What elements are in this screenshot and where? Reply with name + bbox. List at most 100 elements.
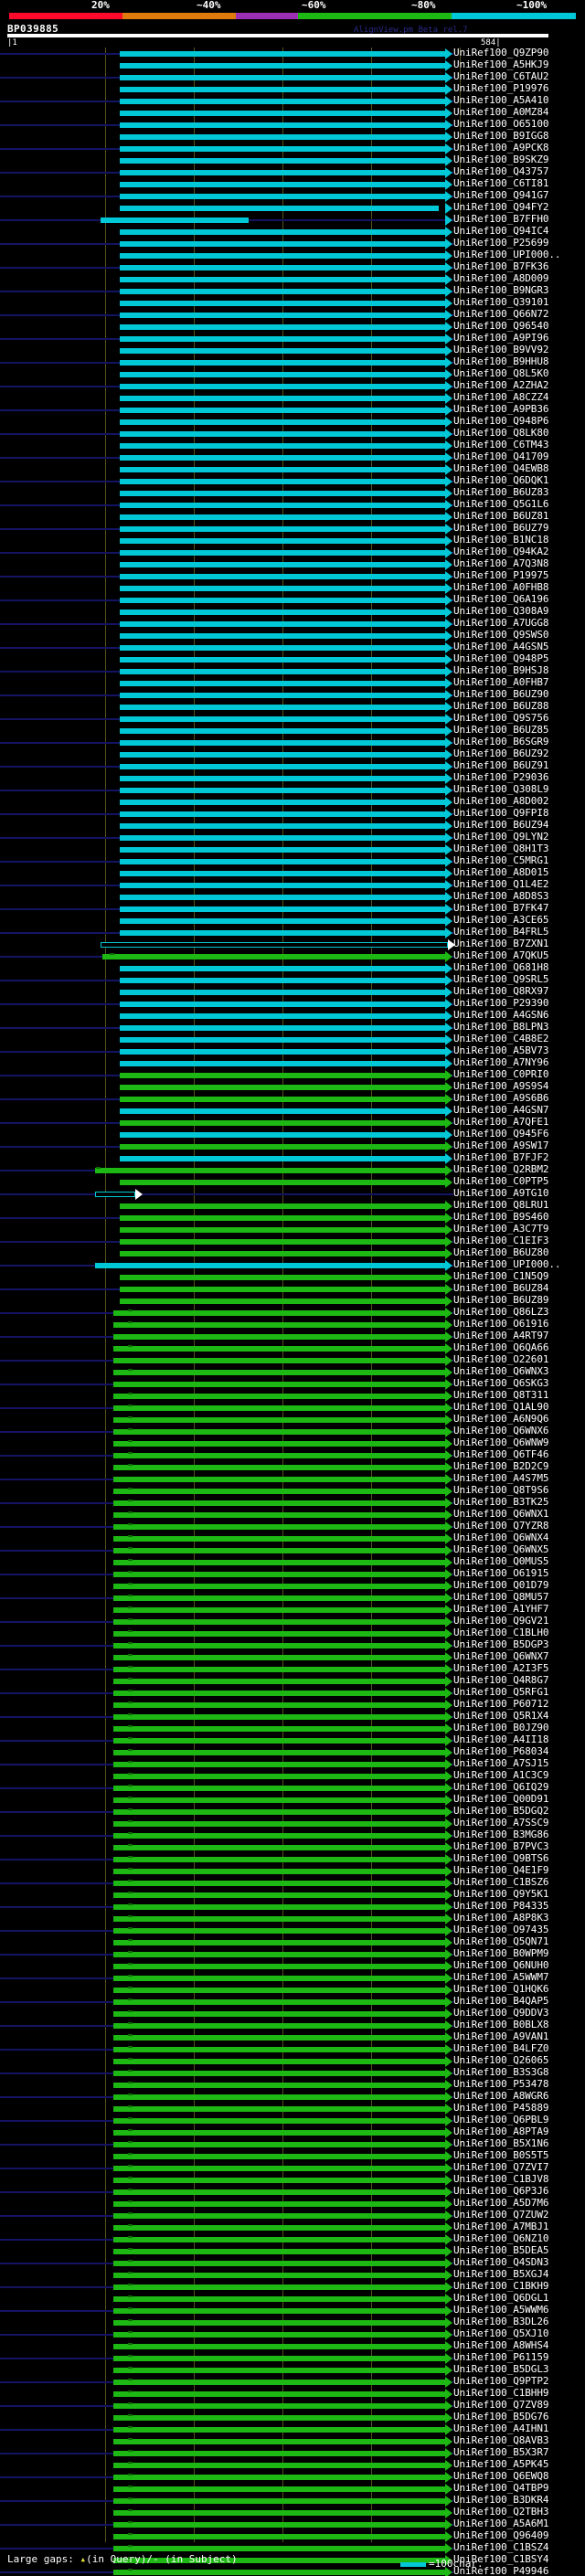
hit-accession-label[interactable]: UniRef100_A1C3C9	[453, 1769, 549, 1781]
hit-accession-label[interactable]: UniRef100_O61915	[453, 1567, 549, 1579]
hit-row[interactable]: UniRef100_A4GSN6	[0, 1009, 585, 1023]
hit-accession-label[interactable]: UniRef100_A8D009	[453, 272, 549, 284]
hit-row[interactable]: UniRef100_Q945F6	[0, 1128, 585, 1141]
hit-row[interactable]: UniRef100_A0FHB7	[0, 676, 585, 690]
hit-accession-label[interactable]: UniRef100_Q9SWS0	[453, 629, 549, 641]
hit-accession-label[interactable]: UniRef100_A7SSC9	[453, 1817, 549, 1829]
hit-accession-label[interactable]: UniRef100_A4II18	[453, 1733, 549, 1745]
hsp-bar[interactable]	[120, 206, 439, 211]
hsp-bar[interactable]	[101, 942, 448, 948]
hit-row[interactable]: UniRef100_Q6WNX1	[0, 1508, 585, 1521]
hit-row[interactable]: UniRef100_C1BSZ6	[0, 1876, 585, 1890]
hsp-bar[interactable]	[120, 396, 446, 401]
hsp-bar[interactable]	[120, 229, 446, 235]
hit-row[interactable]: UniRef100_A8P8K3	[0, 1912, 585, 1925]
hit-accession-label[interactable]: UniRef100_B3DL26	[453, 2316, 549, 2327]
hit-accession-label[interactable]: UniRef100_Q2RBM2	[453, 1163, 549, 1175]
hsp-bar[interactable]	[113, 1952, 446, 1957]
hsp-bar[interactable]	[113, 1572, 446, 1577]
hsp-bar[interactable]	[120, 1227, 446, 1233]
hsp-bar[interactable]	[120, 1037, 446, 1043]
hsp-bar[interactable]	[120, 419, 446, 425]
hit-row[interactable]: UniRef100_B6UZ84	[0, 1282, 585, 1296]
hit-row[interactable]: UniRef100_B6UZ94	[0, 819, 585, 832]
hit-accession-label[interactable]: UniRef100_Q6WNW9	[453, 1436, 549, 1448]
hsp-bar[interactable]	[120, 1132, 446, 1138]
hit-row[interactable]: UniRef100_Q5XJ10	[0, 2327, 585, 2341]
hsp-bar[interactable]	[113, 1702, 446, 1708]
hit-accession-label[interactable]: UniRef100_Q6NZ10	[453, 2232, 549, 2244]
hit-row[interactable]: UniRef100_A8CZZ4	[0, 391, 585, 405]
hit-row[interactable]: UniRef100_A9PI96	[0, 332, 585, 345]
hit-row[interactable]: UniRef100_Q26065	[0, 2054, 585, 2068]
hit-row[interactable]: UniRef100_B6SGR9	[0, 736, 585, 749]
hit-accession-label[interactable]: UniRef100_Q945F6	[453, 1128, 549, 1140]
hit-row[interactable]: UniRef100_Q4SDN3	[0, 2256, 585, 2270]
hit-row[interactable]: UniRef100_C1BKH9	[0, 2280, 585, 2294]
hit-row[interactable]: UniRef100_Q7ZVI7	[0, 2161, 585, 2175]
hit-accession-label[interactable]: UniRef100_Q308A9	[453, 605, 549, 617]
hsp-bar[interactable]	[113, 2546, 446, 2551]
hsp-bar[interactable]	[113, 2391, 446, 2397]
hit-accession-label[interactable]: UniRef100_A7UGG8	[453, 617, 549, 629]
hit-row[interactable]: UniRef100_A8D002	[0, 795, 585, 809]
hit-row[interactable]: UniRef100_Q9PTP2	[0, 2375, 585, 2389]
hit-accession-label[interactable]: UniRef100_O22601	[453, 1353, 549, 1365]
hsp-bar[interactable]	[120, 764, 446, 769]
hit-accession-label[interactable]: UniRef100_C6TI81	[453, 177, 549, 189]
hsp-bar[interactable]	[120, 859, 446, 864]
hit-accession-label[interactable]: UniRef100_P53478	[453, 2078, 549, 2090]
hit-accession-label[interactable]: UniRef100_C1BSZ6	[453, 1876, 549, 1888]
hit-row[interactable]: UniRef100_UPI000..	[0, 1258, 585, 1272]
hit-row[interactable]: UniRef100_A7QKU5	[0, 949, 585, 963]
hit-row[interactable]: UniRef100_B5DGQ2	[0, 1805, 585, 1818]
hit-accession-label[interactable]: UniRef100_A8D8S3	[453, 890, 549, 902]
hit-row[interactable]: UniRef100_Q2RBM2	[0, 1163, 585, 1177]
hit-row[interactable]: UniRef100_Q6TF46	[0, 1448, 585, 1462]
hit-accession-label[interactable]: UniRef100_Q39101	[453, 296, 549, 308]
hit-accession-label[interactable]: UniRef100_Q941G7	[453, 189, 549, 201]
hsp-bar[interactable]	[113, 1500, 446, 1506]
hit-accession-label[interactable]: UniRef100_Q6DQK1	[453, 474, 549, 486]
hit-row[interactable]: UniRef100_C0PRI0	[0, 1068, 585, 1082]
hit-row[interactable]: UniRef100_B1NC18	[0, 534, 585, 547]
hsp-bar[interactable]	[113, 2189, 446, 2195]
hit-accession-label[interactable]: UniRef100_Q9Y5K1	[453, 1888, 549, 1900]
hsp-bar[interactable]	[113, 1512, 446, 1518]
hsp-bar[interactable]	[113, 1667, 446, 1672]
hit-row[interactable]: UniRef100_Q6WNX3	[0, 1365, 585, 1379]
hit-row[interactable]: UniRef100_Q43757	[0, 165, 585, 179]
hit-accession-label[interactable]: UniRef100_B6UZ79	[453, 522, 549, 534]
hit-row[interactable]: UniRef100_Q8LK80	[0, 427, 585, 440]
hit-row[interactable]: UniRef100_B6UZ90	[0, 688, 585, 702]
hit-row[interactable]: UniRef100_C6TI81	[0, 177, 585, 191]
hit-accession-label[interactable]: UniRef100_Q9S756	[453, 712, 549, 724]
hit-row[interactable]: UniRef100_P19976	[0, 82, 585, 96]
hit-row[interactable]: UniRef100_Q0MUS5	[0, 1555, 585, 1569]
hit-row[interactable]: UniRef100_A3C7T9	[0, 1223, 585, 1236]
hit-row[interactable]: UniRef100_Q5RFG1	[0, 1686, 585, 1700]
hit-accession-label[interactable]: UniRef100_Q96409	[453, 2529, 549, 2541]
hsp-bar[interactable]	[113, 2296, 446, 2302]
hit-accession-label[interactable]: UniRef100_B6UZ94	[453, 819, 549, 831]
hsp-bar[interactable]	[120, 455, 446, 461]
hit-accession-label[interactable]: UniRef100_B0JZ90	[453, 1722, 549, 1733]
hsp-bar[interactable]	[120, 871, 446, 876]
hit-accession-label[interactable]: UniRef100_B6UZ80	[453, 1246, 549, 1258]
hsp-bar[interactable]	[113, 1417, 446, 1423]
hit-row[interactable]: UniRef100_C5MRG1	[0, 854, 585, 868]
hsp-bar[interactable]	[120, 752, 446, 758]
hit-accession-label[interactable]: UniRef100_Q94FY2	[453, 201, 549, 213]
hsp-bar[interactable]	[120, 122, 446, 128]
hsp-bar[interactable]	[120, 1251, 446, 1256]
hit-accession-label[interactable]: UniRef100_B7PVC3	[453, 1840, 549, 1852]
hsp-bar[interactable]	[120, 906, 446, 912]
hit-accession-label[interactable]: UniRef100_B5DGQ2	[453, 1805, 549, 1817]
hit-row[interactable]: UniRef100_A6N9Q6	[0, 1413, 585, 1426]
hit-accession-label[interactable]: UniRef100_Q9LYN2	[453, 831, 549, 843]
hsp-bar[interactable]	[113, 2439, 446, 2444]
hit-accession-label[interactable]: UniRef100_C1N5Q9	[453, 1270, 549, 1282]
hit-row[interactable]: UniRef100_Q941G7	[0, 189, 585, 203]
hsp-bar[interactable]	[113, 1584, 446, 1589]
hit-row[interactable]: UniRef100_Q8T311	[0, 1389, 585, 1403]
